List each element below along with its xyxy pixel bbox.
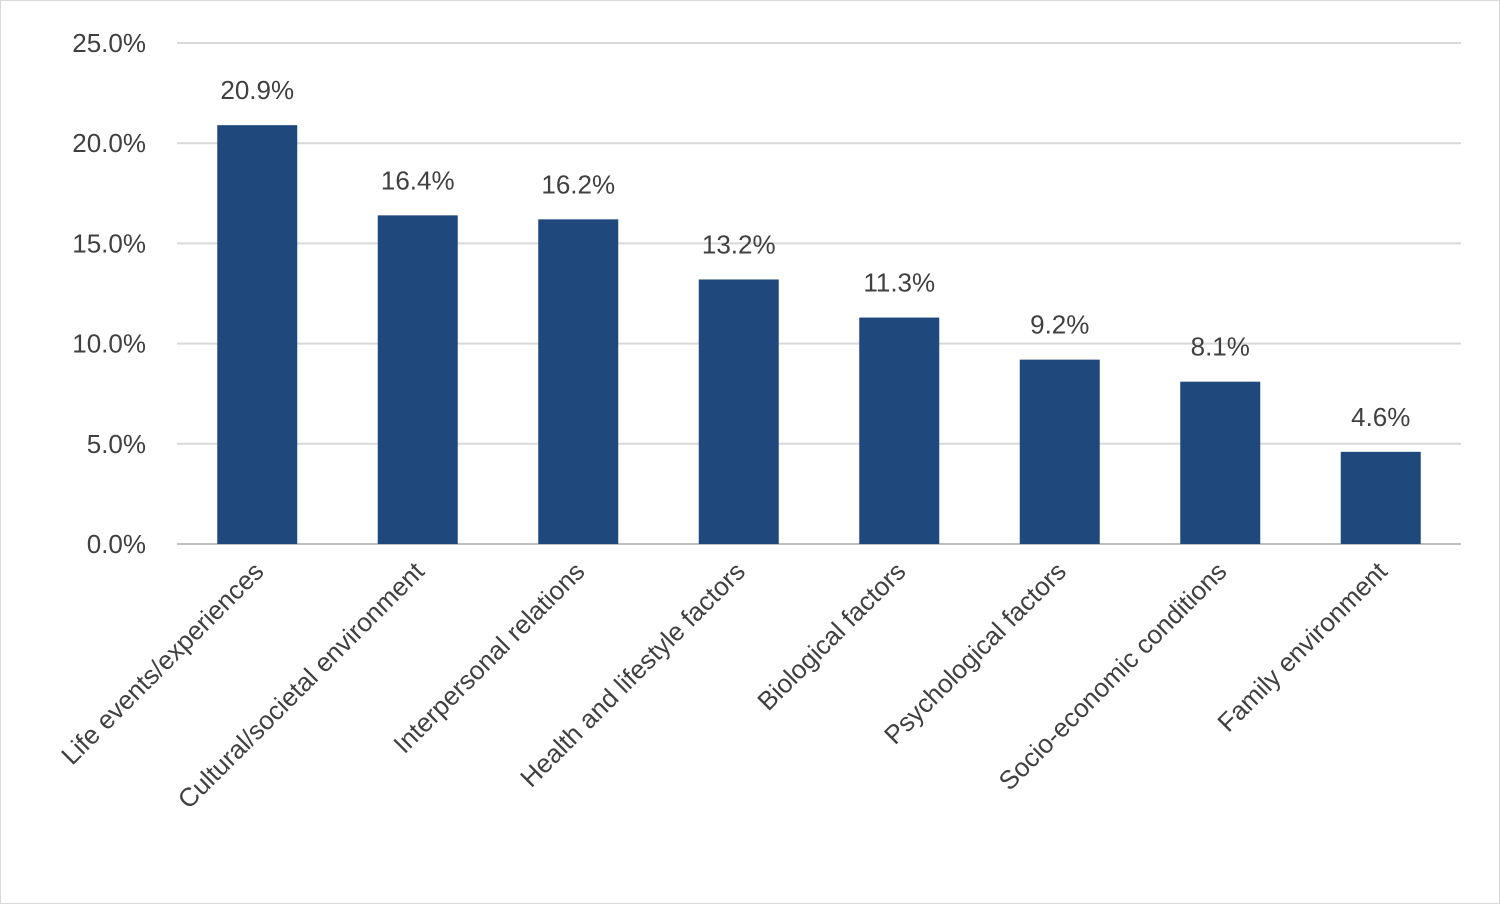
bar [538,219,619,545]
y-tick-label: 5.0% [87,429,146,459]
category-label: Family environment [1211,555,1393,737]
bar [859,317,940,544]
data-label: 16.2% [541,169,615,199]
data-label: 16.4% [381,165,455,195]
bar [1180,381,1261,544]
data-labels: 20.9% 16.4% 16.2% 13.2% 11.3% 9.2% 8.1% 4.6% [220,75,1410,432]
bar [1019,359,1100,544]
bar [1340,451,1421,544]
data-label: 8.1% [1191,332,1250,362]
x-axis-category-labels: Life events/experiencesCultural/societal… [55,555,1393,814]
category-label: Biological factors [751,556,911,716]
y-axis-tick-labels: 0.0% 5.0% 10.0% 15.0% 20.0% 25.0% [72,28,146,559]
y-tick-label: 25.0% [72,28,146,58]
data-label: 13.2% [702,229,776,259]
data-label: 20.9% [220,75,294,105]
gridlines [177,42,1461,545]
y-tick-label: 10.0% [72,329,146,359]
y-tick-label: 0.0% [87,529,146,559]
data-label: 4.6% [1351,402,1410,432]
bar [377,215,458,544]
category-label: Psychological factors [878,556,1072,750]
bars [217,125,1421,545]
bar [698,279,779,544]
y-tick-label: 15.0% [72,228,146,258]
data-label: 11.3% [863,268,935,298]
data-label: 9.2% [1030,310,1089,340]
y-tick-label: 20.0% [72,128,146,158]
bar [217,125,298,544]
